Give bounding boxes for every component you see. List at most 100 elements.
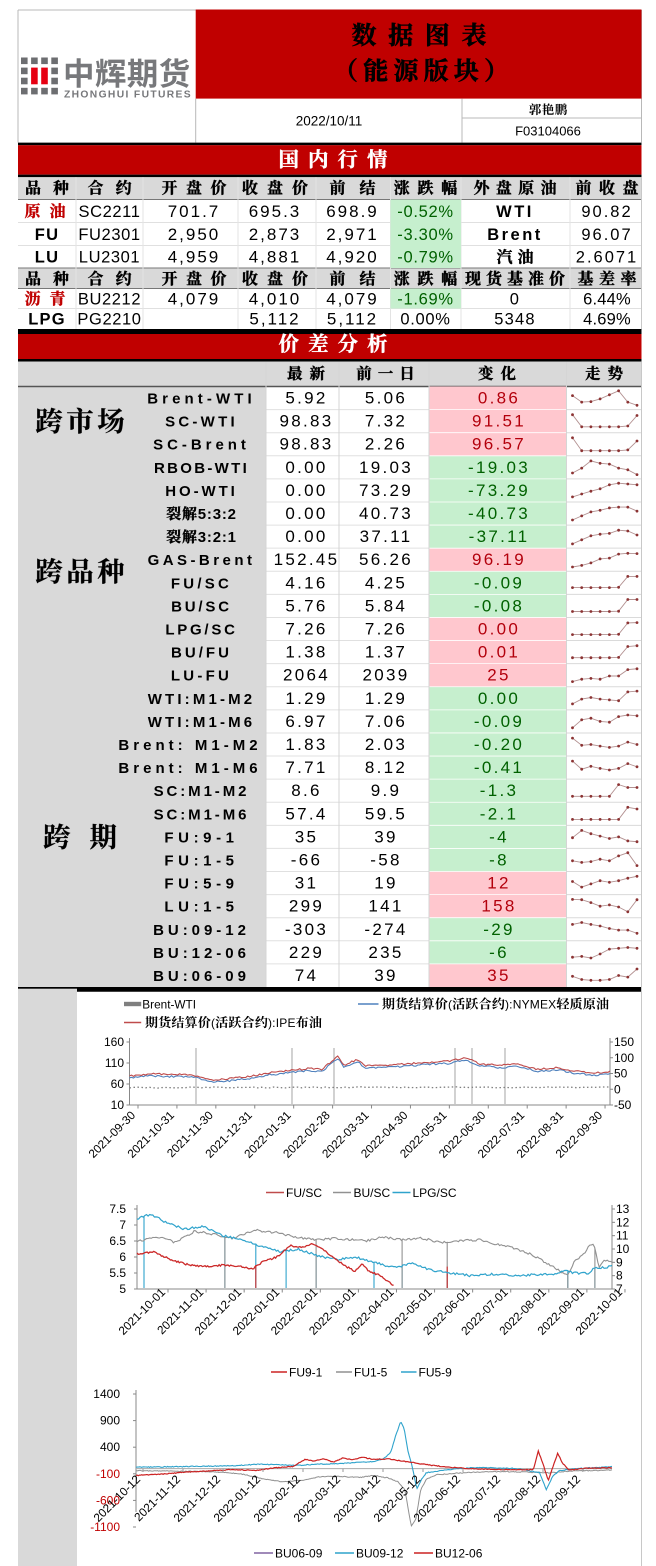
svg-text:5.06: 5.06	[365, 389, 407, 408]
svg-text:100: 100	[614, 1051, 634, 1065]
svg-text:7.06: 7.06	[365, 712, 407, 731]
svg-text:-3.30%: -3.30%	[397, 226, 453, 244]
svg-text:74: 74	[295, 966, 319, 985]
svg-text:10: 10	[111, 1098, 125, 1112]
svg-text:39: 39	[374, 966, 398, 985]
svg-text:F03104066: F03104066	[515, 124, 581, 139]
svg-text:Brent: Brent	[487, 226, 543, 244]
svg-text:1.29: 1.29	[365, 689, 407, 708]
svg-text:-0.09: -0.09	[474, 573, 524, 592]
svg-text:LU2301: LU2301	[79, 249, 140, 267]
svg-text:10: 10	[616, 1242, 630, 1256]
svg-text:1400: 1400	[93, 1387, 120, 1401]
svg-text:-19.03: -19.03	[468, 458, 530, 477]
svg-text:160: 160	[104, 1035, 124, 1049]
svg-text:0.00: 0.00	[478, 689, 520, 708]
svg-text:19.03: 19.03	[359, 458, 413, 477]
svg-text:FU: FU	[35, 226, 59, 244]
svg-text:5:3:2: 5:3:2	[198, 506, 237, 523]
svg-text:19: 19	[374, 874, 398, 893]
svg-text:-73.29: -73.29	[468, 481, 530, 500]
svg-text:0.00: 0.00	[285, 481, 327, 500]
svg-text:40.73: 40.73	[359, 504, 413, 523]
svg-text:0: 0	[614, 1082, 621, 1096]
svg-text:110: 110	[105, 1056, 124, 1070]
svg-text:152.45: 152.45	[274, 550, 340, 569]
svg-text:8.6: 8.6	[291, 781, 322, 800]
svg-text:BU06-09: BU06-09	[275, 1547, 323, 1561]
svg-text:SC:M1-M6: SC:M1-M6	[154, 806, 250, 823]
svg-text:229: 229	[289, 943, 324, 962]
svg-text:60: 60	[111, 1077, 125, 1091]
svg-text:2.26: 2.26	[365, 435, 407, 454]
svg-text:7.32: 7.32	[365, 412, 407, 431]
svg-text:31: 31	[295, 874, 319, 893]
svg-text:6.44%: 6.44%	[583, 290, 631, 308]
svg-text:LU: LU	[35, 249, 59, 267]
svg-text:90.82: 90.82	[581, 203, 632, 221]
svg-text:141: 141	[368, 897, 403, 916]
svg-text:4.16: 4.16	[285, 573, 327, 592]
svg-text:LU:1-5: LU:1-5	[164, 899, 238, 916]
svg-text:SC-Brent: SC-Brent	[153, 437, 250, 454]
svg-text:BU/SC: BU/SC	[171, 598, 232, 615]
svg-text:-0.41: -0.41	[474, 758, 524, 777]
svg-text:(: (	[211, 1016, 215, 1030]
svg-text:698.9: 698.9	[326, 202, 379, 221]
svg-text:7.26: 7.26	[365, 620, 407, 639]
svg-text:7: 7	[616, 1282, 623, 1296]
svg-text:-2.1: -2.1	[480, 804, 519, 823]
svg-text:25: 25	[487, 666, 511, 685]
svg-text:701.7: 701.7	[168, 202, 221, 221]
svg-text:5.76: 5.76	[285, 596, 327, 615]
svg-text:1.83: 1.83	[285, 735, 327, 754]
svg-text:BU:12-06: BU:12-06	[153, 945, 250, 962]
svg-text:SC2211: SC2211	[78, 203, 140, 221]
svg-text:6: 6	[119, 1250, 126, 1264]
svg-text:-1.69%: -1.69%	[397, 290, 453, 308]
svg-text:4,920: 4,920	[326, 248, 379, 267]
svg-text:-0.09: -0.09	[474, 712, 524, 731]
svg-text:-1.3: -1.3	[480, 781, 519, 800]
svg-text:BU12-06: BU12-06	[435, 1547, 483, 1561]
svg-text:WTI:M1-M2: WTI:M1-M2	[148, 691, 256, 708]
svg-text:91.51: 91.51	[472, 412, 526, 431]
svg-text:0.01: 0.01	[478, 643, 520, 662]
svg-text:7.26: 7.26	[285, 620, 327, 639]
svg-text:7.5: 7.5	[109, 1202, 126, 1216]
svg-text:2.03: 2.03	[365, 735, 407, 754]
svg-text:0.00: 0.00	[478, 620, 520, 639]
svg-text:2,873: 2,873	[249, 225, 302, 244]
svg-text:Brent-WTI: Brent-WTI	[142, 998, 196, 1012]
svg-text:2022/10/11: 2022/10/11	[296, 114, 363, 129]
svg-text:37.11: 37.11	[360, 527, 413, 546]
svg-text:):NYMEX: ):NYMEX	[505, 998, 556, 1012]
svg-text:6.97: 6.97	[285, 712, 327, 731]
svg-text:PG2210: PG2210	[77, 311, 141, 329]
svg-text:900: 900	[100, 1414, 120, 1428]
svg-text:FU2301: FU2301	[78, 226, 140, 244]
svg-text:WTI: WTI	[496, 203, 534, 221]
svg-text:-0.52%: -0.52%	[397, 203, 453, 221]
svg-text:4.25: 4.25	[365, 573, 407, 592]
svg-text:GAS-Brent: GAS-Brent	[148, 552, 256, 569]
svg-text:-0.20: -0.20	[474, 735, 524, 754]
svg-text:BU/FU: BU/FU	[171, 645, 232, 662]
svg-text:-66: -66	[291, 850, 322, 869]
svg-text:-8: -8	[489, 850, 509, 869]
svg-text:7: 7	[119, 1218, 126, 1232]
svg-text:SC-WTI: SC-WTI	[165, 414, 238, 431]
svg-text:0.86: 0.86	[478, 389, 520, 408]
svg-text:FU9-1: FU9-1	[289, 1366, 323, 1380]
svg-text:FU:5-9: FU:5-9	[164, 876, 238, 893]
svg-text:WTI:M1-M6: WTI:M1-M6	[148, 714, 256, 731]
svg-text:-274: -274	[364, 920, 407, 939]
svg-text:SC:M1-M2: SC:M1-M2	[154, 783, 250, 800]
svg-text:5: 5	[119, 1282, 126, 1296]
svg-text:50: 50	[614, 1067, 628, 1081]
svg-text:56.26: 56.26	[359, 550, 413, 569]
svg-text:158: 158	[481, 897, 516, 916]
svg-text:-0.79%: -0.79%	[397, 249, 453, 267]
svg-text:5.92: 5.92	[285, 389, 327, 408]
svg-text:6.5: 6.5	[109, 1234, 126, 1248]
